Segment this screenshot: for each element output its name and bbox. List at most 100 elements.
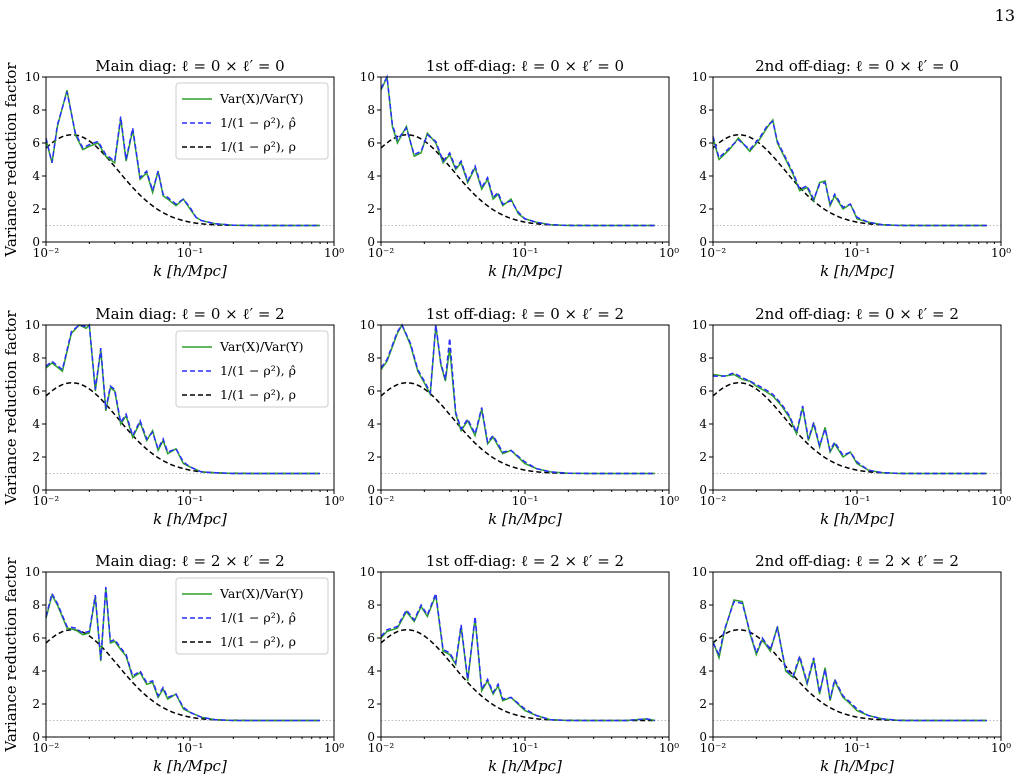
y-tick-label: 2 bbox=[699, 697, 707, 711]
y-axis-label: Variance reduction factor bbox=[2, 62, 20, 258]
x-axis-label: k [h/Mpc] bbox=[153, 262, 227, 280]
y-tick-label: 6 bbox=[699, 136, 707, 150]
chart-panel-4: Main diag: ℓ = 0 × ℓ′ = 2 0 2 4 6 8 10 10⁻² 10⁻¹… bbox=[2, 305, 344, 528]
panel-title: 1st off-diag: ℓ = 2 × ℓ′ = 2 bbox=[426, 552, 624, 570]
x-axis-label: k [h/Mpc] bbox=[153, 510, 227, 528]
legend-label: 1/(1 − ρ²), ρ̂ bbox=[220, 610, 296, 625]
legend-label: Var(X)/Var(Y) bbox=[219, 586, 303, 601]
legend-label: Var(X)/Var(Y) bbox=[219, 91, 303, 106]
x-tick-label: 10⁻¹ bbox=[844, 741, 870, 755]
series-var-ratio bbox=[380, 594, 656, 722]
y-tick-label: 0 bbox=[367, 483, 375, 497]
series-theory-rho bbox=[380, 382, 655, 475]
y-tick-label: 10 bbox=[360, 70, 375, 84]
axes-frame bbox=[380, 571, 670, 738]
chart-panel-5: 1st off-diag: ℓ = 0 × ℓ′ = 2 0 2 4 6 8 10 10⁻² 1… bbox=[360, 305, 680, 528]
y-tick-label: 6 bbox=[32, 631, 40, 645]
chart-panel-9: 2nd off-diag: ℓ = 2 × ℓ′ = 2 0 2 4 6 8 10 10⁻² 1… bbox=[692, 552, 1012, 775]
chart-panel-3: 2nd off-diag: ℓ = 0 × ℓ′ = 0 0 2 4 6 8 10 10⁻² 1… bbox=[692, 57, 1012, 280]
y-tick-label: 10 bbox=[25, 565, 40, 579]
y-tick-label: 0 bbox=[699, 235, 707, 249]
y-tick-label: 0 bbox=[699, 483, 707, 497]
y-tick-label: 8 bbox=[32, 351, 40, 365]
legend-label: 1/(1 − ρ²), ρ bbox=[220, 634, 296, 649]
x-tick-label: 10⁰ bbox=[324, 741, 344, 755]
y-tick-label: 8 bbox=[32, 103, 40, 117]
y-tick-label: 0 bbox=[699, 730, 707, 744]
x-tick-label: 10⁻² bbox=[33, 246, 60, 260]
axes-frame bbox=[380, 324, 670, 491]
series-rho-hat bbox=[380, 593, 656, 722]
y-tick-label: 6 bbox=[367, 631, 375, 645]
legend-box bbox=[175, 82, 329, 160]
y-tick-label: 6 bbox=[699, 631, 707, 645]
panel-title: Main diag: ℓ = 0 × ℓ′ = 2 bbox=[95, 305, 284, 323]
x-tick-label: 10⁰ bbox=[991, 494, 1011, 508]
y-tick-label: 4 bbox=[367, 169, 375, 183]
y-tick-label: 4 bbox=[699, 417, 707, 431]
series-rho-hat bbox=[45, 91, 320, 227]
x-tick-label: 10⁰ bbox=[659, 246, 679, 260]
y-tick-label: 0 bbox=[367, 730, 375, 744]
x-tick-label: 10⁻² bbox=[700, 494, 727, 508]
y-tick-label: 8 bbox=[367, 351, 375, 365]
y-tick-label: 4 bbox=[367, 417, 375, 431]
y-tick-label: 2 bbox=[699, 202, 707, 216]
y-tick-label: 8 bbox=[32, 598, 40, 612]
y-tick-label: 4 bbox=[32, 417, 40, 431]
y-tick-label: 6 bbox=[699, 384, 707, 398]
axes-frame bbox=[712, 324, 1002, 491]
panel-title: 2nd off-diag: ℓ = 2 × ℓ′ = 2 bbox=[755, 552, 959, 570]
series-theory-rho bbox=[712, 134, 987, 227]
series-var-ratio bbox=[45, 323, 320, 475]
legend-label: 1/(1 − ρ²), ρ̂ bbox=[220, 363, 296, 378]
panel-title: 1st off-diag: ℓ = 0 × ℓ′ = 0 bbox=[426, 57, 624, 75]
y-tick-label: 4 bbox=[699, 664, 707, 678]
x-tick-label: 10⁻² bbox=[33, 494, 60, 508]
y-tick-label: 10 bbox=[360, 565, 375, 579]
legend-label: 1/(1 − ρ²), ρ̂ bbox=[220, 115, 296, 130]
y-tick-label: 10 bbox=[692, 318, 707, 332]
y-tick-label: 6 bbox=[32, 136, 40, 150]
legend-box bbox=[175, 577, 329, 655]
chart-panel-1: Main diag: ℓ = 0 × ℓ′ = 0 0 2 4 6 8 10 10⁻² 10⁻¹… bbox=[2, 57, 344, 280]
x-axis-label: k [h/Mpc] bbox=[820, 757, 894, 775]
x-tick-label: 10⁰ bbox=[991, 246, 1011, 260]
series-rho-hat bbox=[712, 120, 987, 227]
y-tick-label: 4 bbox=[32, 664, 40, 678]
series-rho-hat bbox=[45, 586, 320, 722]
y-tick-label: 8 bbox=[367, 598, 375, 612]
x-tick-label: 10⁰ bbox=[991, 741, 1011, 755]
x-tick-label: 10⁻¹ bbox=[177, 741, 203, 755]
y-tick-label: 10 bbox=[692, 70, 707, 84]
x-axis-label: k [h/Mpc] bbox=[488, 757, 562, 775]
y-tick-label: 2 bbox=[32, 202, 40, 216]
panel-title: 2nd off-diag: ℓ = 0 × ℓ′ = 0 bbox=[755, 57, 959, 75]
y-tick-label: 2 bbox=[699, 450, 707, 464]
chart-panel-7: Main diag: ℓ = 2 × ℓ′ = 2 0 2 4 6 8 10 10⁻² 10⁻¹… bbox=[2, 552, 344, 775]
y-tick-label: 8 bbox=[699, 103, 707, 117]
axes-frame bbox=[380, 76, 670, 243]
y-tick-label: 6 bbox=[32, 384, 40, 398]
x-axis-label: k [h/Mpc] bbox=[153, 757, 227, 775]
x-tick-label: 10⁰ bbox=[659, 741, 679, 755]
y-axis-label: Variance reduction factor bbox=[2, 557, 20, 753]
series-var-ratio bbox=[712, 373, 987, 475]
series-var-ratio bbox=[45, 588, 320, 722]
x-tick-label: 10⁻¹ bbox=[177, 246, 203, 260]
x-tick-label: 10⁻² bbox=[700, 741, 727, 755]
y-tick-label: 0 bbox=[32, 730, 40, 744]
panel-title: 1st off-diag: ℓ = 0 × ℓ′ = 2 bbox=[426, 305, 624, 323]
x-tick-label: 10⁻² bbox=[368, 246, 395, 260]
series-rho-hat bbox=[380, 323, 655, 475]
x-tick-label: 10⁻¹ bbox=[844, 494, 870, 508]
y-tick-label: 6 bbox=[367, 384, 375, 398]
series-var-ratio bbox=[712, 118, 987, 227]
y-tick-label: 0 bbox=[367, 235, 375, 249]
x-tick-label: 10⁻² bbox=[700, 246, 727, 260]
legend-label: 1/(1 − ρ²), ρ bbox=[220, 139, 296, 154]
x-tick-label: 10⁰ bbox=[324, 246, 344, 260]
series-var-ratio bbox=[380, 323, 655, 475]
y-tick-label: 8 bbox=[699, 351, 707, 365]
